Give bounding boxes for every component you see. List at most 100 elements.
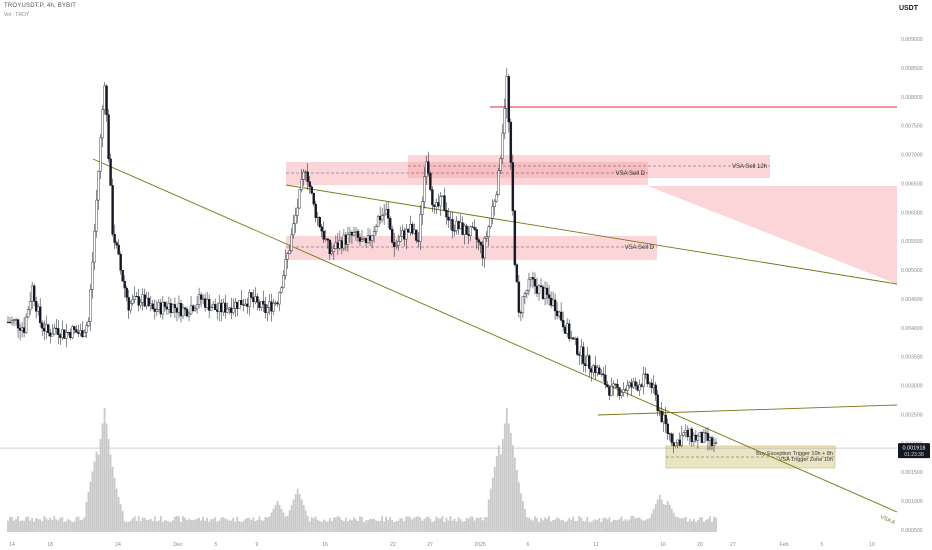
volume-bar	[612, 519, 615, 532]
volume-bar	[566, 520, 569, 532]
candle-body	[399, 236, 402, 242]
volume-bar	[224, 518, 227, 532]
volume-bar	[407, 516, 410, 532]
candle-body	[423, 176, 426, 202]
volume-bar	[206, 517, 209, 532]
candle-body	[133, 296, 136, 300]
candle-body	[688, 428, 692, 438]
candle-body	[282, 275, 285, 289]
volume-bar	[483, 517, 486, 532]
volume-bar	[137, 516, 140, 532]
candle-body	[515, 264, 519, 283]
volume-bar	[153, 516, 156, 532]
volume-legend: Vol · TROY	[4, 12, 30, 18]
y-tick-label: 0.001500	[901, 470, 923, 476]
candle-body	[302, 171, 305, 180]
candle-body	[495, 194, 498, 202]
volume-bar	[465, 517, 468, 532]
candle-body	[447, 216, 450, 221]
volume-bar	[632, 515, 635, 532]
candle-body	[523, 293, 527, 297]
candle-body	[419, 214, 422, 242]
volume-bar	[626, 520, 629, 532]
volume-bar	[505, 408, 508, 532]
volume-bar	[77, 516, 80, 532]
zone-label: VSA Sell 12h	[732, 164, 767, 170]
candle-body	[274, 302, 277, 304]
volume-bar	[25, 517, 28, 532]
volume-bar	[55, 519, 58, 532]
candle-body	[397, 241, 400, 246]
volume-bar	[111, 466, 114, 532]
candle-body	[682, 432, 686, 436]
volume-bar	[614, 520, 617, 532]
candle-body	[680, 435, 684, 446]
candle-body	[246, 303, 249, 307]
volume-bar	[198, 517, 200, 532]
candle-body	[459, 222, 462, 230]
volume-bar	[696, 519, 699, 532]
volume-bar	[624, 519, 627, 532]
volume-bar	[330, 520, 333, 532]
candle-body	[209, 307, 213, 311]
candle-body	[30, 285, 34, 302]
volume-bar	[701, 517, 703, 532]
candle-body	[354, 230, 358, 233]
volume-bar	[459, 519, 462, 532]
x-tick-label: 5	[215, 542, 218, 548]
volume-bar	[188, 518, 190, 532]
candle-body	[376, 216, 380, 227]
candle-body	[222, 302, 225, 313]
volume-bar	[513, 457, 516, 532]
candle-body	[173, 304, 177, 309]
volume-bar	[572, 516, 575, 532]
volume-bar	[85, 501, 88, 532]
volume-bar	[463, 521, 466, 532]
volume-bar	[332, 517, 335, 532]
x-tick-label: 16	[322, 542, 328, 548]
volume-bar	[628, 519, 631, 532]
candle-body	[151, 303, 155, 310]
volume-bar	[524, 508, 526, 532]
volume-bar	[596, 520, 599, 532]
candle-body	[342, 234, 346, 249]
candle-body	[433, 204, 436, 207]
candle-body	[588, 355, 591, 369]
candle-body	[644, 373, 647, 375]
candle-body	[352, 232, 356, 236]
candle-body	[445, 209, 448, 218]
price-axis-currency: USDT	[898, 5, 918, 12]
volume-bar	[678, 518, 681, 532]
candle-body	[485, 236, 488, 239]
candle-body	[513, 210, 517, 265]
resistance-wedge	[648, 186, 897, 284]
volume-bar	[220, 517, 223, 532]
volume-bar	[292, 499, 295, 532]
candle-body	[362, 237, 366, 240]
candle-body	[109, 158, 112, 186]
volume-bar	[371, 519, 373, 532]
candle-body	[344, 234, 348, 245]
candle-body	[366, 235, 370, 243]
y-tick-label: 0.003500	[901, 355, 923, 361]
candle-body	[473, 227, 476, 230]
volume-bar	[664, 504, 667, 532]
candle-body	[499, 158, 502, 172]
volume-bar	[522, 501, 524, 532]
volume-bar	[642, 520, 645, 532]
candle-body	[636, 385, 639, 391]
volume-bar	[477, 517, 480, 532]
volume-bar	[705, 519, 707, 532]
candle-body	[676, 439, 679, 443]
candle-body	[191, 305, 195, 311]
volume-bar	[507, 423, 510, 532]
candle-body	[694, 434, 698, 441]
volume-bar	[61, 516, 64, 532]
volume-bar	[174, 516, 176, 532]
candle-body	[55, 327, 58, 329]
candle-body	[264, 304, 267, 313]
volume-bar	[192, 520, 194, 532]
candle-body	[503, 108, 507, 134]
